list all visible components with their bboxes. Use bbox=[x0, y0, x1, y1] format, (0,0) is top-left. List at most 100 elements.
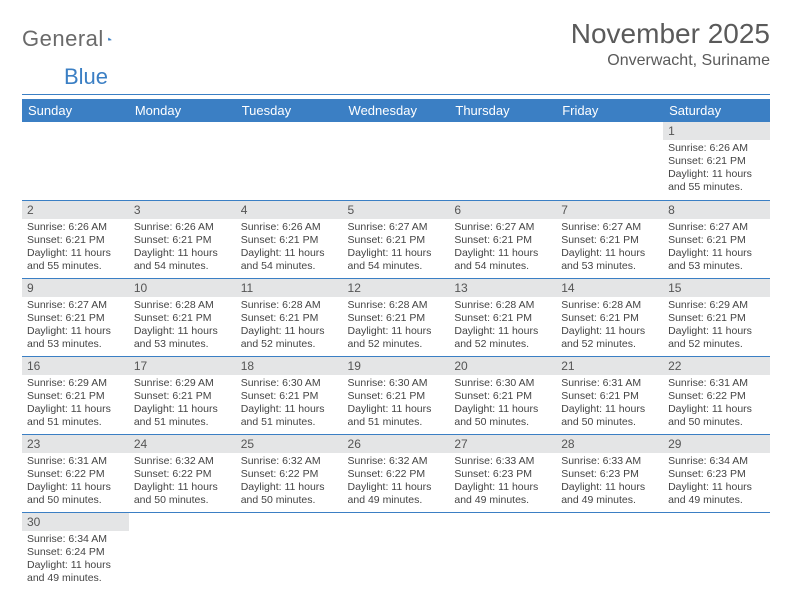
page-title: November 2025 bbox=[571, 18, 770, 50]
day-body: Sunrise: 6:29 AMSunset: 6:21 PMDaylight:… bbox=[663, 297, 770, 356]
daylight-text: Daylight: 11 hours and 52 minutes. bbox=[454, 325, 551, 351]
day-body: Sunrise: 6:27 AMSunset: 6:21 PMDaylight:… bbox=[343, 219, 450, 278]
sunset-text: Sunset: 6:21 PM bbox=[668, 312, 765, 325]
sunset-text: Sunset: 6:21 PM bbox=[454, 234, 551, 247]
calendar-cell: 27Sunrise: 6:33 AMSunset: 6:23 PMDayligh… bbox=[449, 434, 556, 512]
sunset-text: Sunset: 6:21 PM bbox=[27, 312, 124, 325]
day-number: 3 bbox=[129, 201, 236, 219]
day-body: Sunrise: 6:32 AMSunset: 6:22 PMDaylight:… bbox=[343, 453, 450, 512]
sunrise-text: Sunrise: 6:30 AM bbox=[454, 377, 551, 390]
day-number: 8 bbox=[663, 201, 770, 219]
sunset-text: Sunset: 6:21 PM bbox=[668, 155, 765, 168]
calendar-cell: 1Sunrise: 6:26 AMSunset: 6:21 PMDaylight… bbox=[663, 122, 770, 200]
calendar-week: 2Sunrise: 6:26 AMSunset: 6:21 PMDaylight… bbox=[22, 200, 770, 278]
day-number: 7 bbox=[556, 201, 663, 219]
page-subtitle: Onverwacht, Suriname bbox=[571, 52, 770, 70]
day-number: 13 bbox=[449, 279, 556, 297]
sunrise-text: Sunrise: 6:32 AM bbox=[241, 455, 338, 468]
sunrise-text: Sunrise: 6:28 AM bbox=[454, 299, 551, 312]
daylight-text: Daylight: 11 hours and 50 minutes. bbox=[134, 481, 231, 507]
calendar-header-row: Sunday Monday Tuesday Wednesday Thursday… bbox=[22, 99, 770, 122]
daylight-text: Daylight: 11 hours and 53 minutes. bbox=[561, 247, 658, 273]
day-body: Sunrise: 6:27 AMSunset: 6:21 PMDaylight:… bbox=[556, 219, 663, 278]
day-body: Sunrise: 6:27 AMSunset: 6:21 PMDaylight:… bbox=[449, 219, 556, 278]
calendar-week: 30Sunrise: 6:34 AMSunset: 6:24 PMDayligh… bbox=[22, 512, 770, 590]
sunset-text: Sunset: 6:21 PM bbox=[561, 234, 658, 247]
day-number: 2 bbox=[22, 201, 129, 219]
sunrise-text: Sunrise: 6:30 AM bbox=[241, 377, 338, 390]
day-body: Sunrise: 6:30 AMSunset: 6:21 PMDaylight:… bbox=[449, 375, 556, 434]
calendar-cell: 28Sunrise: 6:33 AMSunset: 6:23 PMDayligh… bbox=[556, 434, 663, 512]
sunset-text: Sunset: 6:21 PM bbox=[348, 390, 445, 403]
day-number: 26 bbox=[343, 435, 450, 453]
sunrise-text: Sunrise: 6:26 AM bbox=[27, 221, 124, 234]
calendar-week: 1Sunrise: 6:26 AMSunset: 6:21 PMDaylight… bbox=[22, 122, 770, 200]
calendar-cell: 12Sunrise: 6:28 AMSunset: 6:21 PMDayligh… bbox=[343, 278, 450, 356]
daylight-text: Daylight: 11 hours and 52 minutes. bbox=[241, 325, 338, 351]
day-body: Sunrise: 6:29 AMSunset: 6:21 PMDaylight:… bbox=[129, 375, 236, 434]
sunrise-text: Sunrise: 6:34 AM bbox=[668, 455, 765, 468]
calendar-cell: 11Sunrise: 6:28 AMSunset: 6:21 PMDayligh… bbox=[236, 278, 343, 356]
day-body: Sunrise: 6:27 AMSunset: 6:21 PMDaylight:… bbox=[22, 297, 129, 356]
sunset-text: Sunset: 6:21 PM bbox=[134, 234, 231, 247]
calendar-week: 23Sunrise: 6:31 AMSunset: 6:22 PMDayligh… bbox=[22, 434, 770, 512]
calendar-cell: 21Sunrise: 6:31 AMSunset: 6:21 PMDayligh… bbox=[556, 356, 663, 434]
calendar-cell bbox=[129, 512, 236, 590]
sunrise-text: Sunrise: 6:34 AM bbox=[27, 533, 124, 546]
day-body: Sunrise: 6:26 AMSunset: 6:21 PMDaylight:… bbox=[22, 219, 129, 278]
calendar-cell: 17Sunrise: 6:29 AMSunset: 6:21 PMDayligh… bbox=[129, 356, 236, 434]
sunrise-text: Sunrise: 6:29 AM bbox=[27, 377, 124, 390]
sunset-text: Sunset: 6:21 PM bbox=[668, 234, 765, 247]
daylight-text: Daylight: 11 hours and 52 minutes. bbox=[348, 325, 445, 351]
sunrise-text: Sunrise: 6:28 AM bbox=[241, 299, 338, 312]
day-body: Sunrise: 6:31 AMSunset: 6:22 PMDaylight:… bbox=[663, 375, 770, 434]
daylight-text: Daylight: 11 hours and 51 minutes. bbox=[241, 403, 338, 429]
calendar-cell: 19Sunrise: 6:30 AMSunset: 6:21 PMDayligh… bbox=[343, 356, 450, 434]
sunrise-text: Sunrise: 6:31 AM bbox=[561, 377, 658, 390]
sunrise-text: Sunrise: 6:29 AM bbox=[668, 299, 765, 312]
sunrise-text: Sunrise: 6:28 AM bbox=[561, 299, 658, 312]
sunrise-text: Sunrise: 6:29 AM bbox=[134, 377, 231, 390]
day-body: Sunrise: 6:28 AMSunset: 6:21 PMDaylight:… bbox=[343, 297, 450, 356]
sunrise-text: Sunrise: 6:33 AM bbox=[454, 455, 551, 468]
sunset-text: Sunset: 6:21 PM bbox=[454, 390, 551, 403]
sunrise-text: Sunrise: 6:28 AM bbox=[134, 299, 231, 312]
col-monday: Monday bbox=[129, 99, 236, 122]
daylight-text: Daylight: 11 hours and 50 minutes. bbox=[561, 403, 658, 429]
day-number: 23 bbox=[22, 435, 129, 453]
day-number: 4 bbox=[236, 201, 343, 219]
sunset-text: Sunset: 6:21 PM bbox=[241, 234, 338, 247]
day-body: Sunrise: 6:28 AMSunset: 6:21 PMDaylight:… bbox=[449, 297, 556, 356]
calendar-cell: 14Sunrise: 6:28 AMSunset: 6:21 PMDayligh… bbox=[556, 278, 663, 356]
sunset-text: Sunset: 6:22 PM bbox=[668, 390, 765, 403]
sunset-text: Sunset: 6:21 PM bbox=[27, 234, 124, 247]
day-number: 22 bbox=[663, 357, 770, 375]
calendar-cell: 20Sunrise: 6:30 AMSunset: 6:21 PMDayligh… bbox=[449, 356, 556, 434]
day-number: 28 bbox=[556, 435, 663, 453]
daylight-text: Daylight: 11 hours and 53 minutes. bbox=[134, 325, 231, 351]
sunset-text: Sunset: 6:23 PM bbox=[668, 468, 765, 481]
sunrise-text: Sunrise: 6:27 AM bbox=[668, 221, 765, 234]
calendar-cell: 4Sunrise: 6:26 AMSunset: 6:21 PMDaylight… bbox=[236, 200, 343, 278]
daylight-text: Daylight: 11 hours and 49 minutes. bbox=[27, 559, 124, 585]
day-number: 15 bbox=[663, 279, 770, 297]
day-number: 24 bbox=[129, 435, 236, 453]
calendar-body: 1Sunrise: 6:26 AMSunset: 6:21 PMDaylight… bbox=[22, 122, 770, 590]
title-block: November 2025 Onverwacht, Suriname bbox=[571, 18, 770, 70]
calendar-cell: 24Sunrise: 6:32 AMSunset: 6:22 PMDayligh… bbox=[129, 434, 236, 512]
day-number: 6 bbox=[449, 201, 556, 219]
daylight-text: Daylight: 11 hours and 49 minutes. bbox=[668, 481, 765, 507]
calendar-cell: 5Sunrise: 6:27 AMSunset: 6:21 PMDaylight… bbox=[343, 200, 450, 278]
sunset-text: Sunset: 6:22 PM bbox=[241, 468, 338, 481]
daylight-text: Daylight: 11 hours and 54 minutes. bbox=[134, 247, 231, 273]
daylight-text: Daylight: 11 hours and 54 minutes. bbox=[241, 247, 338, 273]
sunrise-text: Sunrise: 6:26 AM bbox=[668, 142, 765, 155]
calendar-week: 9Sunrise: 6:27 AMSunset: 6:21 PMDaylight… bbox=[22, 278, 770, 356]
day-number: 19 bbox=[343, 357, 450, 375]
sunrise-text: Sunrise: 6:32 AM bbox=[134, 455, 231, 468]
calendar-cell: 25Sunrise: 6:32 AMSunset: 6:22 PMDayligh… bbox=[236, 434, 343, 512]
day-body: Sunrise: 6:34 AMSunset: 6:24 PMDaylight:… bbox=[22, 531, 129, 590]
sunset-text: Sunset: 6:21 PM bbox=[134, 312, 231, 325]
daylight-text: Daylight: 11 hours and 54 minutes. bbox=[348, 247, 445, 273]
col-saturday: Saturday bbox=[663, 99, 770, 122]
